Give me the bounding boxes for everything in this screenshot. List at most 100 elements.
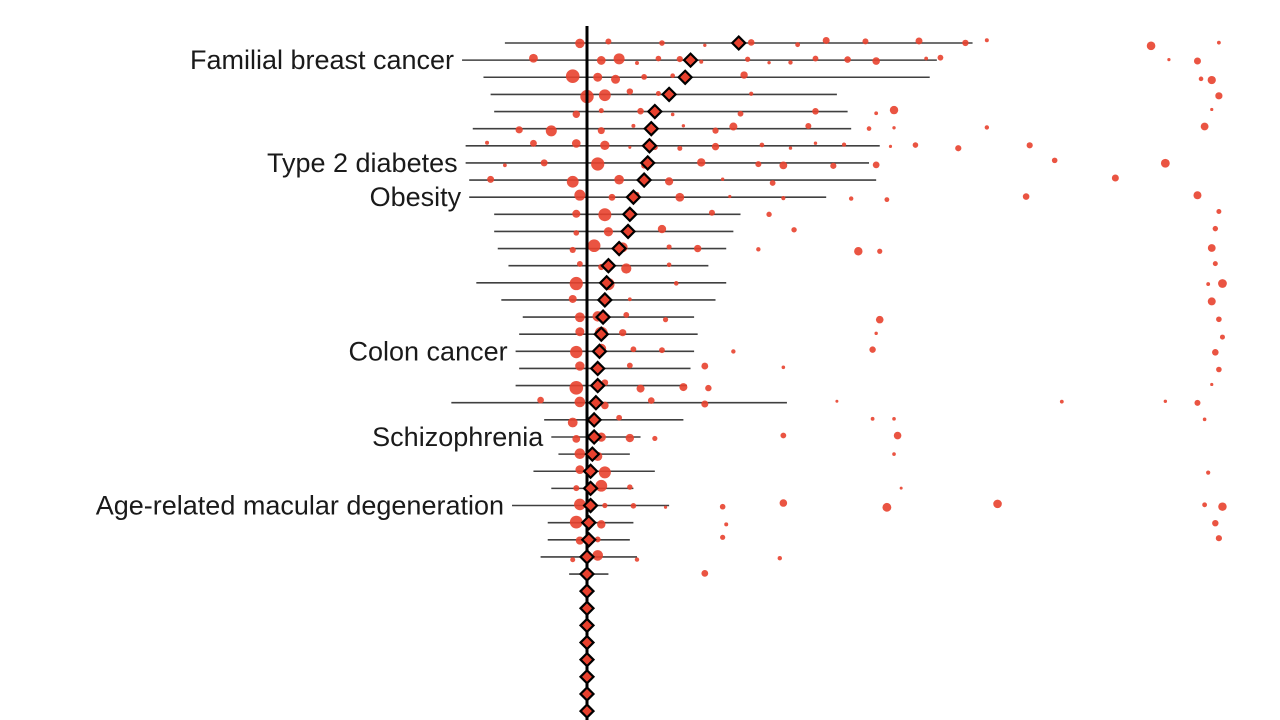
estimate-diamond bbox=[621, 206, 638, 223]
study-point bbox=[874, 331, 878, 336]
study-point bbox=[637, 107, 644, 115]
study-point bbox=[767, 60, 771, 65]
study-point bbox=[515, 126, 523, 134]
study-point bbox=[892, 417, 896, 421]
study-point bbox=[1200, 122, 1209, 131]
study-point bbox=[719, 503, 726, 510]
study-point bbox=[1207, 297, 1216, 306]
estimate-diamond bbox=[578, 703, 596, 720]
study-point bbox=[708, 209, 715, 216]
study-point bbox=[529, 53, 538, 63]
study-point bbox=[571, 139, 581, 148]
study-point bbox=[737, 110, 744, 117]
study-point bbox=[1026, 142, 1033, 149]
study-point bbox=[662, 317, 669, 323]
study-point bbox=[756, 247, 761, 252]
study-point bbox=[602, 502, 608, 509]
estimate-diamond bbox=[589, 360, 606, 377]
estimate-diamond bbox=[682, 52, 699, 69]
study-point bbox=[892, 452, 896, 456]
study-point bbox=[841, 142, 847, 147]
study-point bbox=[812, 108, 819, 115]
estimate-diamond bbox=[578, 583, 596, 600]
study-point bbox=[1160, 158, 1170, 168]
study-point bbox=[779, 161, 788, 170]
study-point bbox=[611, 74, 621, 84]
study-point bbox=[779, 499, 788, 507]
study-point bbox=[844, 56, 851, 63]
study-point bbox=[955, 145, 962, 152]
study-point bbox=[598, 89, 611, 102]
study-point bbox=[574, 396, 586, 408]
study-point bbox=[1207, 244, 1216, 252]
estimate-diamond bbox=[591, 343, 608, 360]
study-point bbox=[1219, 334, 1225, 340]
study-point bbox=[1215, 535, 1222, 542]
study-point bbox=[676, 56, 683, 63]
study-point bbox=[731, 349, 736, 354]
study-point bbox=[822, 36, 830, 44]
study-point bbox=[701, 400, 709, 408]
trait-label: Type 2 diabetes bbox=[267, 148, 458, 178]
estimate-diamond bbox=[586, 428, 603, 446]
study-point bbox=[545, 125, 557, 137]
study-point bbox=[1194, 399, 1201, 406]
study-point bbox=[628, 145, 632, 149]
study-point bbox=[572, 110, 580, 118]
study-point bbox=[485, 140, 490, 145]
study-point bbox=[641, 73, 648, 80]
estimate-diamond bbox=[595, 309, 612, 326]
study-point bbox=[915, 37, 923, 45]
study-point bbox=[597, 127, 605, 135]
study-point bbox=[937, 54, 944, 61]
estimate-diamonds bbox=[578, 34, 747, 720]
study-point bbox=[781, 365, 786, 370]
study-point bbox=[591, 157, 605, 171]
study-point bbox=[568, 294, 577, 303]
study-point bbox=[567, 417, 578, 428]
study-point bbox=[595, 479, 608, 492]
study-point bbox=[575, 327, 585, 337]
study-point bbox=[745, 56, 751, 62]
study-point bbox=[666, 244, 672, 250]
study-point bbox=[835, 399, 839, 403]
study-point bbox=[1216, 208, 1222, 214]
study-point bbox=[659, 347, 665, 354]
estimate-diamond bbox=[584, 446, 601, 463]
study-point bbox=[587, 239, 601, 253]
study-point bbox=[598, 108, 604, 114]
estimate-diamond bbox=[580, 531, 597, 548]
study-point bbox=[573, 230, 580, 236]
study-point bbox=[805, 122, 812, 129]
study-point bbox=[540, 159, 548, 167]
study-point bbox=[781, 196, 786, 201]
study-point bbox=[705, 384, 712, 392]
study-point bbox=[530, 139, 537, 147]
trait-labels: Familial breast cancer Type 2 diabetes Obe… bbox=[96, 45, 545, 520]
estimate-diamond bbox=[598, 274, 615, 291]
study-point bbox=[869, 346, 876, 353]
study-point bbox=[769, 180, 776, 186]
study-point bbox=[854, 247, 863, 256]
study-point bbox=[569, 381, 584, 395]
study-point bbox=[1216, 40, 1221, 45]
estimate-diamond bbox=[578, 600, 596, 617]
estimate-diamond bbox=[578, 634, 596, 651]
study-point bbox=[630, 346, 637, 353]
study-point bbox=[573, 485, 580, 492]
study-point bbox=[634, 557, 640, 562]
estimate-diamond bbox=[677, 69, 694, 86]
study-point bbox=[603, 227, 614, 237]
study-point bbox=[884, 197, 890, 203]
study-point bbox=[655, 55, 662, 62]
study-point bbox=[699, 59, 704, 64]
study-point bbox=[1212, 349, 1219, 356]
study-point bbox=[630, 503, 637, 509]
study-point bbox=[697, 158, 706, 167]
study-point bbox=[598, 208, 612, 222]
study-point bbox=[1207, 75, 1216, 85]
study-point bbox=[888, 144, 893, 148]
study-points bbox=[485, 36, 1227, 577]
study-point bbox=[712, 127, 719, 134]
